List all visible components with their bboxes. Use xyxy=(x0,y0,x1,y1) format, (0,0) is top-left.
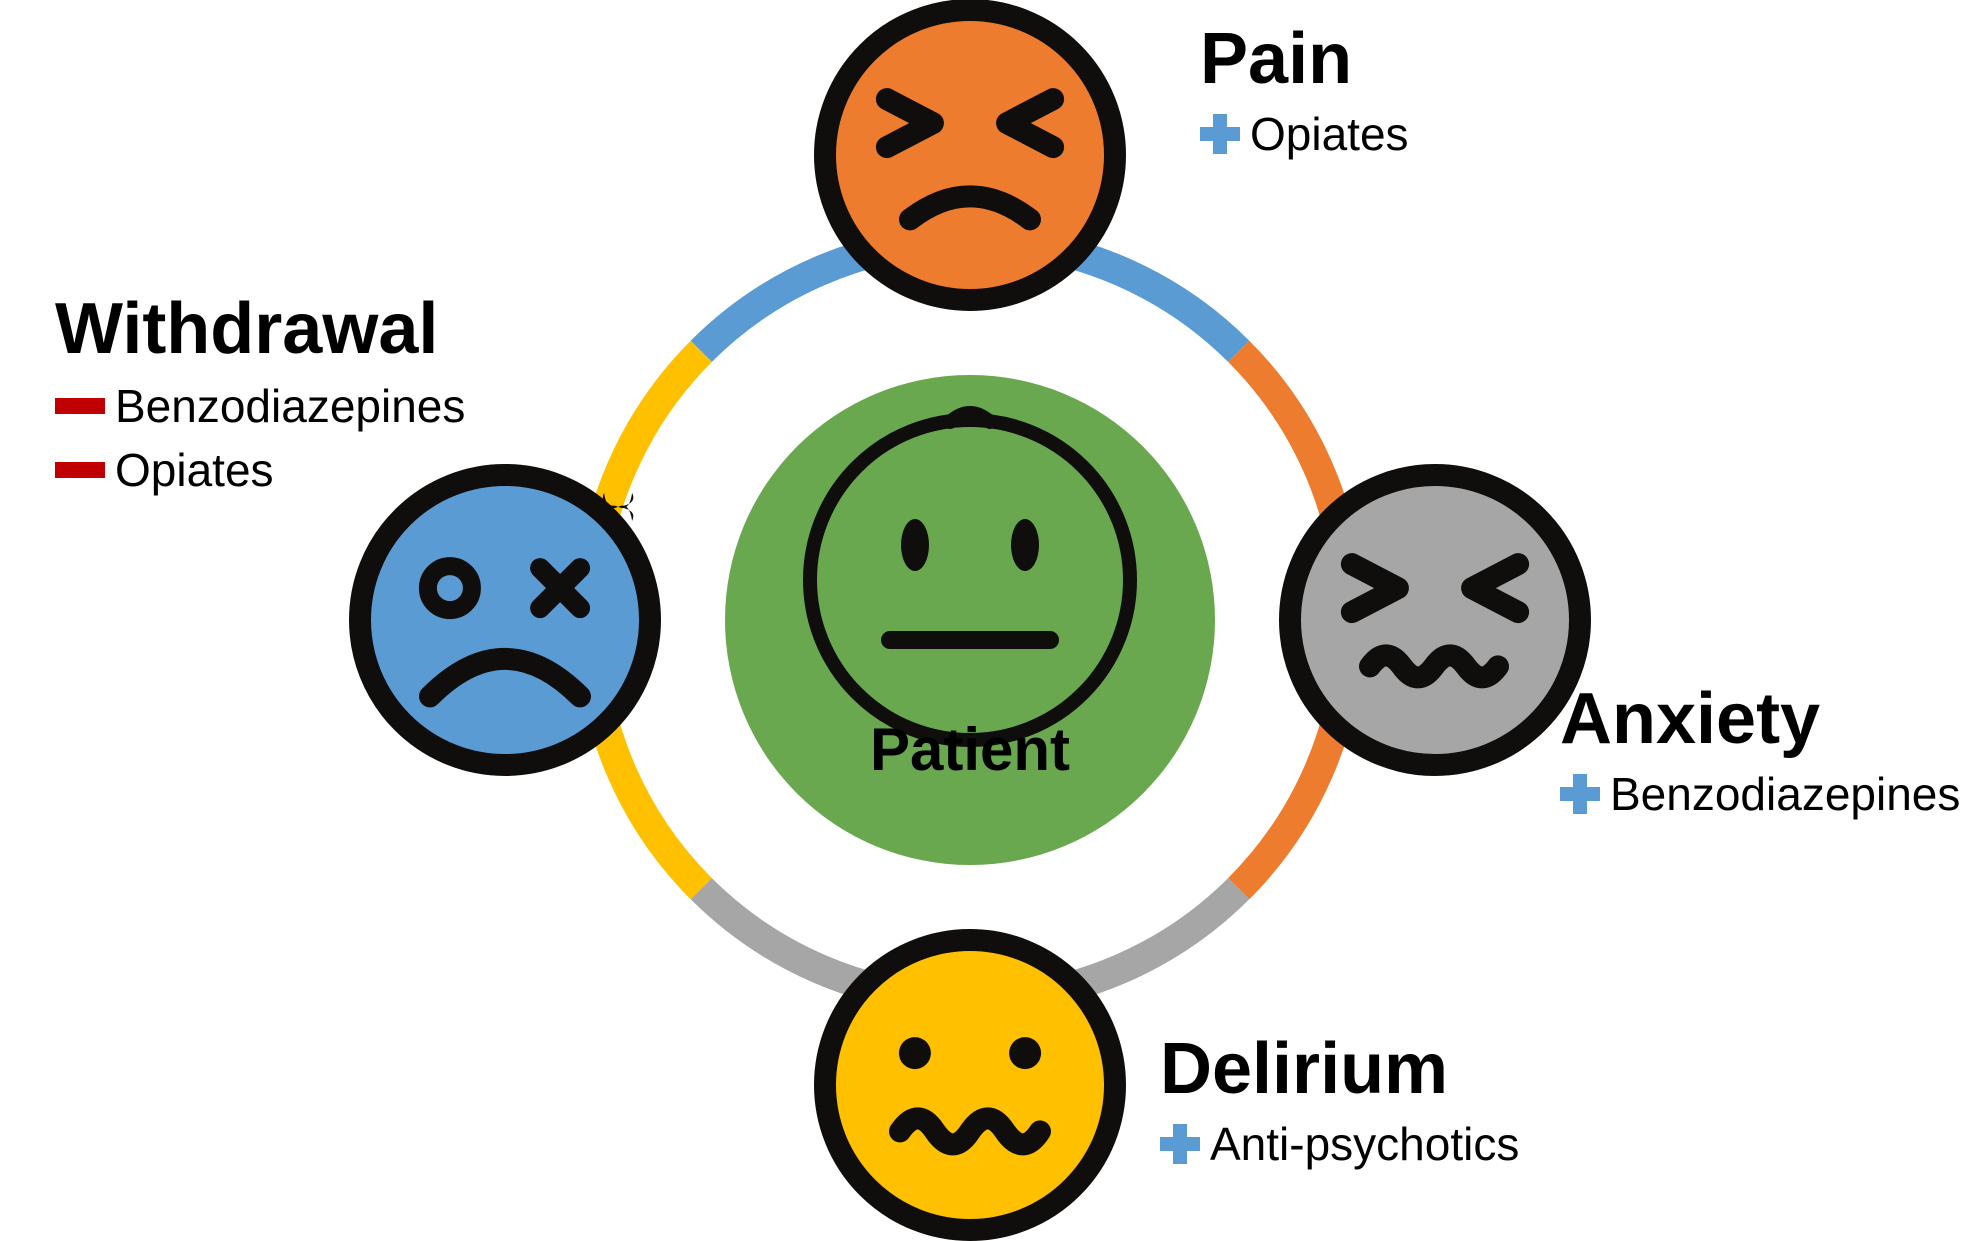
patient-center: Patient xyxy=(725,375,1215,865)
pain-label-block: Pain Opiates xyxy=(1200,20,1409,161)
patient-ring-diagram: Patient xyxy=(0,0,1984,1241)
withdrawal-label-block: Withdrawal Benzodiazepines Opiates xyxy=(55,290,465,497)
minus-icon xyxy=(55,398,105,414)
delirium-item-0: Anti-psychotics xyxy=(1160,1117,1519,1171)
pain-item-0: Opiates xyxy=(1200,107,1409,161)
anxiety-item-0: Benzodiazepines xyxy=(1560,767,1960,821)
plus-icon xyxy=(1160,1124,1200,1164)
minus-icon xyxy=(55,462,105,478)
delirium-title: Delirium xyxy=(1160,1030,1519,1109)
node-withdrawal xyxy=(360,475,650,765)
withdrawal-title: Withdrawal xyxy=(55,290,465,369)
diagram-canvas: Patient Pain Opiates Anxiety Benzodiazep… xyxy=(0,0,1984,1241)
node-anxiety xyxy=(1290,475,1580,765)
anxiety-label-block: Anxiety Benzodiazepines xyxy=(1560,680,1960,821)
withdrawal-item-0-text: Benzodiazepines xyxy=(115,379,465,433)
delirium-item-0-text: Anti-psychotics xyxy=(1210,1117,1519,1171)
patient-label: Patient xyxy=(870,716,1070,783)
anxiety-item-0-text: Benzodiazepines xyxy=(1610,767,1960,821)
pain-title: Pain xyxy=(1200,20,1409,99)
withdrawal-item-0: Benzodiazepines xyxy=(55,379,465,433)
plus-icon xyxy=(1200,114,1240,154)
withdrawal-item-1: Opiates xyxy=(55,443,465,497)
withdrawal-item-1-text: Opiates xyxy=(115,443,274,497)
plus-icon xyxy=(1560,774,1600,814)
node-pain xyxy=(825,10,1115,300)
anxiety-title: Anxiety xyxy=(1560,680,1960,759)
node-delirium xyxy=(825,940,1115,1230)
pain-item-0-text: Opiates xyxy=(1250,107,1409,161)
delirium-label-block: Delirium Anti-psychotics xyxy=(1160,1030,1519,1171)
